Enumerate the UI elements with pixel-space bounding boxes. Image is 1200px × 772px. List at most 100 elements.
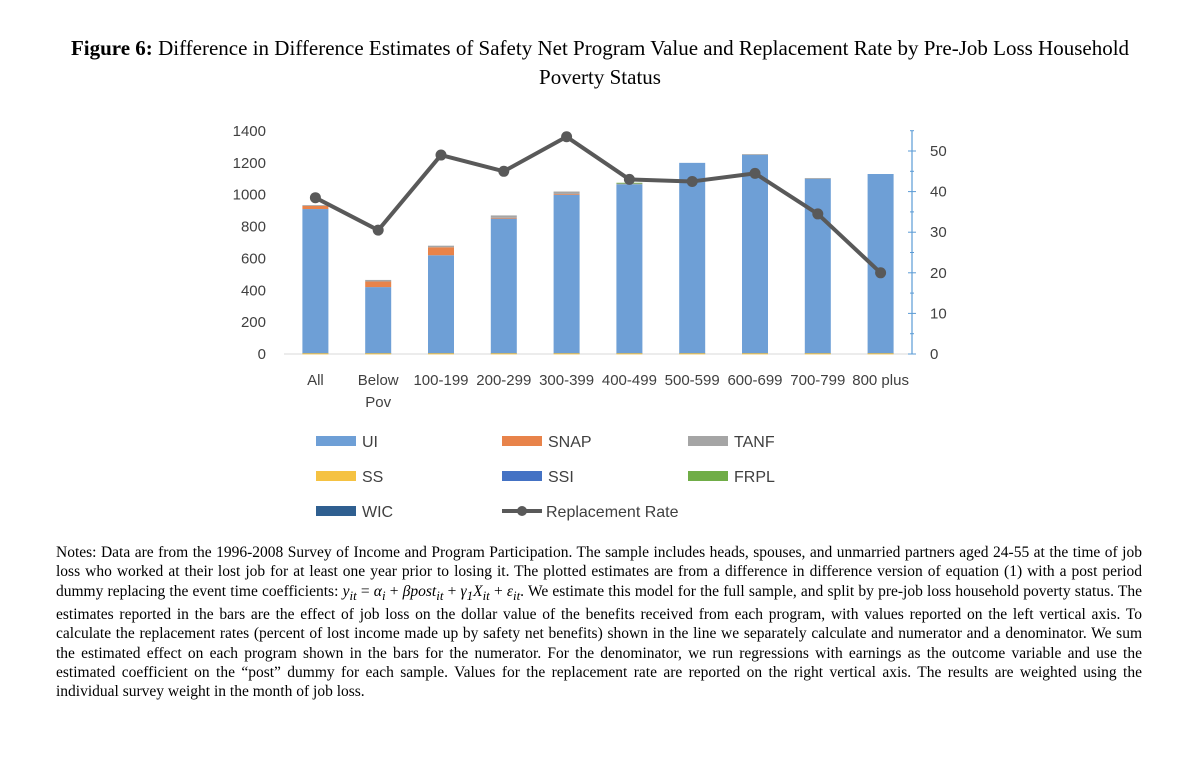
bar-tanf [742, 154, 768, 155]
bar-snap [490, 217, 517, 219]
eq-plus-3: + [489, 582, 507, 600]
y-left-tick-label: 1400 [233, 123, 266, 140]
legend-swatch-snap [502, 436, 542, 446]
figure-notes: Notes: Data are from the 1996-2008 Surve… [56, 543, 1142, 701]
figure-label: Figure 6: [70, 36, 153, 60]
y-right-tick-label: 0 [930, 346, 938, 363]
bar-base-marker [742, 353, 768, 355]
eq-plus-2: + [443, 582, 461, 600]
bar-ui [428, 255, 454, 354]
bar-tanf [490, 215, 517, 218]
legend-label-frpl: FRPL [734, 469, 775, 486]
eq-x: X [473, 582, 483, 600]
replacement-rate-point [435, 149, 447, 161]
replacement-rate-point [498, 165, 510, 177]
y-right-tick-label: 20 [930, 265, 947, 282]
replacement-rate-point [686, 175, 698, 187]
legend-swatch-wic [316, 506, 356, 516]
eq-equals: = [356, 582, 374, 600]
y-right-tick-label: 50 [930, 143, 947, 160]
bar-ui [490, 218, 517, 354]
x-tick-label: Below [358, 372, 399, 389]
y-left-tick-label: 200 [241, 314, 266, 331]
bar-snap [553, 193, 580, 195]
y-right-tick-label: 40 [930, 184, 947, 201]
x-tick-label: Pov [365, 394, 391, 411]
eq-alpha-sub: i [381, 587, 386, 603]
eq-gamma-sub: 1 [466, 587, 474, 603]
x-tick-label: 100-199 [413, 372, 468, 389]
x-tick-label: 300-399 [539, 372, 594, 389]
eq-beta-sub: it [436, 587, 444, 603]
y-right-tick-label: 30 [930, 224, 947, 241]
bar-ui [302, 209, 329, 354]
bar-base-marker [490, 353, 517, 355]
bar-snap [428, 247, 454, 256]
y-left-tick-label: 0 [258, 346, 266, 363]
x-tick-label: 500-599 [665, 372, 720, 389]
bar-tanf [804, 177, 831, 179]
legend-label-tanf: TANF [734, 434, 775, 451]
y-left-tick-label: 400 [241, 282, 266, 299]
chart-bars [302, 154, 894, 355]
chart: 0 200 400 600 800 1000 1200 1400 0 10 20 30 40 50 All B… [233, 123, 947, 521]
replacement-rate-point [309, 192, 321, 204]
legend-label-ui: UI [362, 434, 378, 451]
replacement-rate-point [812, 208, 824, 220]
legend-label-wic: WIC [362, 504, 393, 521]
replacement-rate-point [749, 167, 761, 179]
x-tick-label: All [307, 372, 324, 389]
bar-ui [804, 178, 831, 354]
eq-epsilon-sub: it [513, 587, 521, 603]
eq-beta-post: βpost [402, 582, 437, 600]
eq-y: y [342, 582, 350, 600]
legend-label-ss: SS [362, 469, 383, 486]
replacement-rate-point [623, 173, 635, 185]
x-tick-label: 800 plus [852, 372, 909, 389]
bar-ui [365, 287, 392, 354]
chart-legend: UI SNAP TANF SS SSI FRPL WIC Replacement Rate [316, 434, 775, 521]
bar-ui [616, 184, 643, 354]
x-tick-label: 200-299 [476, 372, 531, 389]
eq-epsilon: ε [506, 582, 513, 600]
bar-base-marker [679, 353, 706, 355]
legend-swatch-tanf [688, 436, 728, 446]
bar-base-marker [365, 353, 392, 355]
chart-tick-labels: 0 200 400 600 800 1000 1200 1400 0 10 20 30 40 50 All B… [233, 123, 947, 411]
eq-gamma: γ [460, 582, 467, 600]
legend-label-ssi: SSI [548, 469, 574, 486]
eq-alpha: α [373, 582, 382, 600]
bar-ui [679, 162, 706, 354]
notes-text-2: . We estimate this model for the full sa… [56, 582, 1142, 701]
replacement-rate-point [875, 267, 887, 279]
y-left-tick-label: 1000 [233, 187, 266, 204]
replacement-rate-polyline [314, 134, 882, 275]
legend-marker-replacement-rate [517, 506, 527, 516]
legend-swatch-ss [316, 471, 356, 481]
y-left-tick-label: 1200 [233, 155, 266, 172]
y-right-tick-label: 10 [930, 305, 947, 322]
eq-plus-1: + [385, 582, 403, 600]
bar-tanf [428, 245, 454, 248]
replacement-rate-line [309, 131, 887, 279]
bar-tanf [302, 205, 329, 206]
replacement-rate-point [561, 131, 573, 143]
bar-ui [553, 194, 580, 354]
eq-y-sub: it [349, 587, 357, 603]
bar-tanf [553, 191, 580, 194]
x-tick-label: 400-499 [602, 372, 657, 389]
y-left-tick-label: 600 [241, 250, 266, 267]
figure-title: Figure 6: Difference in Difference Estim… [60, 34, 1140, 92]
bar-base-marker [302, 353, 329, 355]
figure-title-text: Difference in Difference Estimates of Sa… [158, 36, 1130, 89]
bar-base-marker [428, 353, 454, 355]
notes-text-1: Notes: Data are from the 1996-2008 Surve… [56, 544, 1142, 600]
replacement-rate-point [372, 224, 384, 236]
bar-snap [302, 205, 329, 210]
bar-base-marker [553, 353, 580, 355]
bar-snap [365, 281, 392, 288]
bar-tanf [365, 279, 392, 282]
x-tick-label: 700-799 [790, 372, 845, 389]
bar-base-marker [867, 353, 894, 355]
legend-swatch-ssi [502, 471, 542, 481]
